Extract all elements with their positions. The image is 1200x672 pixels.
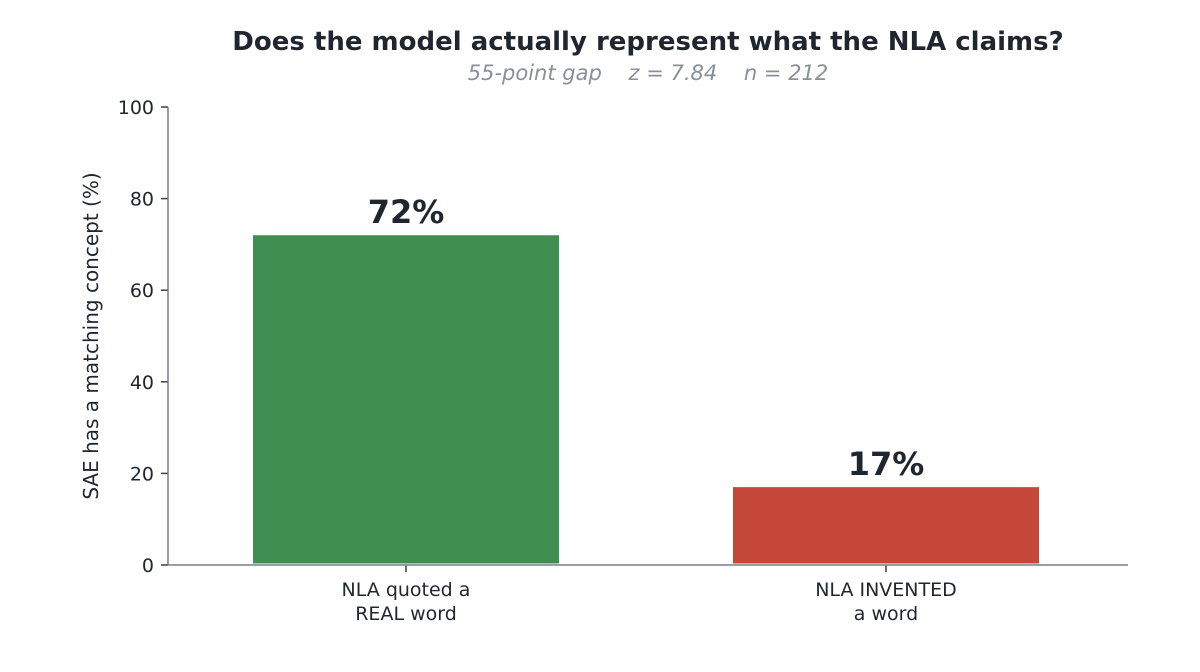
bars: 72% 17% [253, 193, 1039, 564]
chart-subtitle: 55-point gap z = 7.84 n = 212 [468, 61, 829, 85]
x-tick-label: NLA quoted a REAL word [342, 579, 471, 625]
y-tick-label: 40 [130, 372, 154, 394]
y-axis-label: SAE has a matching concept (%) [79, 172, 103, 499]
x-tick-label-line: NLA INVENTED [815, 579, 957, 601]
y-tick-label: 0 [142, 555, 154, 577]
y-tick-label: 80 [130, 189, 154, 211]
y-tick-label: 20 [130, 463, 154, 485]
chart-title: Does the model actually represent what t… [232, 27, 1063, 57]
y-axis-ticks: 0 20 40 60 80 100 [118, 97, 168, 577]
x-axis-ticks: NLA quoted a REAL word NLA INVENTED a word [342, 565, 957, 625]
bar [733, 487, 1039, 564]
x-tick-label-line: NLA quoted a [342, 579, 471, 601]
x-tick-label-line: a word [854, 603, 918, 625]
y-tick-label: 100 [118, 97, 154, 119]
bar-value-label: 72% [368, 193, 445, 231]
y-tick-label: 60 [130, 280, 154, 302]
bar [253, 235, 559, 564]
x-tick-label-line: REAL word [355, 603, 457, 625]
bar-value-label: 17% [848, 445, 925, 483]
x-tick-label: NLA INVENTED a word [815, 579, 957, 625]
